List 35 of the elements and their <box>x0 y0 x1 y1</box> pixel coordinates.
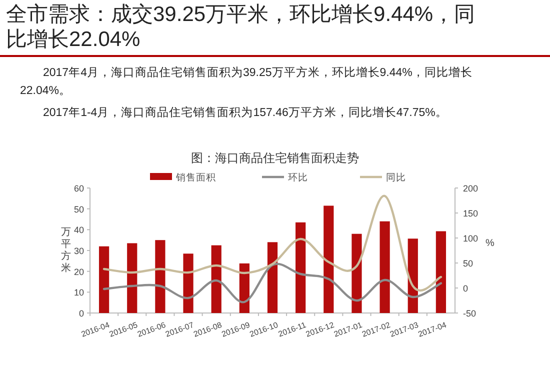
y-tick-label: 50 <box>74 204 84 214</box>
y-tick-label: 60 <box>74 184 84 194</box>
chart-subtitle: 图：海口商品住宅销售面积走势 <box>191 151 359 165</box>
text: 2017年1-4月，海口商品住宅销售面积为157.46万平方米，同比增长47.75%。 <box>42 105 448 121</box>
y2-tick-label: -50 <box>463 308 476 318</box>
y-tick-label: 20 <box>74 266 84 277</box>
line-series <box>102 262 442 304</box>
y-tick-label: 40 <box>74 225 84 236</box>
legend-label: 同比 <box>386 172 406 184</box>
bar <box>267 242 278 313</box>
bar <box>408 238 418 313</box>
bar <box>352 234 362 313</box>
bar <box>296 222 306 313</box>
chart-title: 全市需求：成交39.25万平米，环比增长9.44%，同比增长22.04% <box>6 2 476 52</box>
y-tick-label: 0 <box>78 308 84 318</box>
bar <box>324 206 334 313</box>
y-tick-label: 10 <box>74 288 84 298</box>
y-tick-label: 30 <box>74 246 84 256</box>
y2-axis-title: % <box>486 238 495 249</box>
y-axis-title: 万平方米 <box>61 227 71 274</box>
y2-tick-label: 0 <box>463 284 468 294</box>
bar <box>98 246 110 313</box>
bar <box>380 221 390 313</box>
y2-tick-label: 200 <box>463 184 478 194</box>
bar <box>436 231 446 313</box>
text: 2017年4月，海口商品住宅销售面积为39.25万平方米，环比增长9.44%，同比增长22.04%。 <box>20 65 474 99</box>
bar <box>183 254 194 313</box>
bar <box>211 245 222 313</box>
legend-label: 环比 <box>288 172 308 184</box>
bar <box>155 240 166 313</box>
y2-tick-label: 100 <box>463 234 478 244</box>
y2-tick-label: 50 <box>463 258 474 268</box>
legend-label: 销售面积 <box>175 172 216 184</box>
bar <box>127 243 138 313</box>
y2-tick-label: 150 <box>463 208 478 218</box>
